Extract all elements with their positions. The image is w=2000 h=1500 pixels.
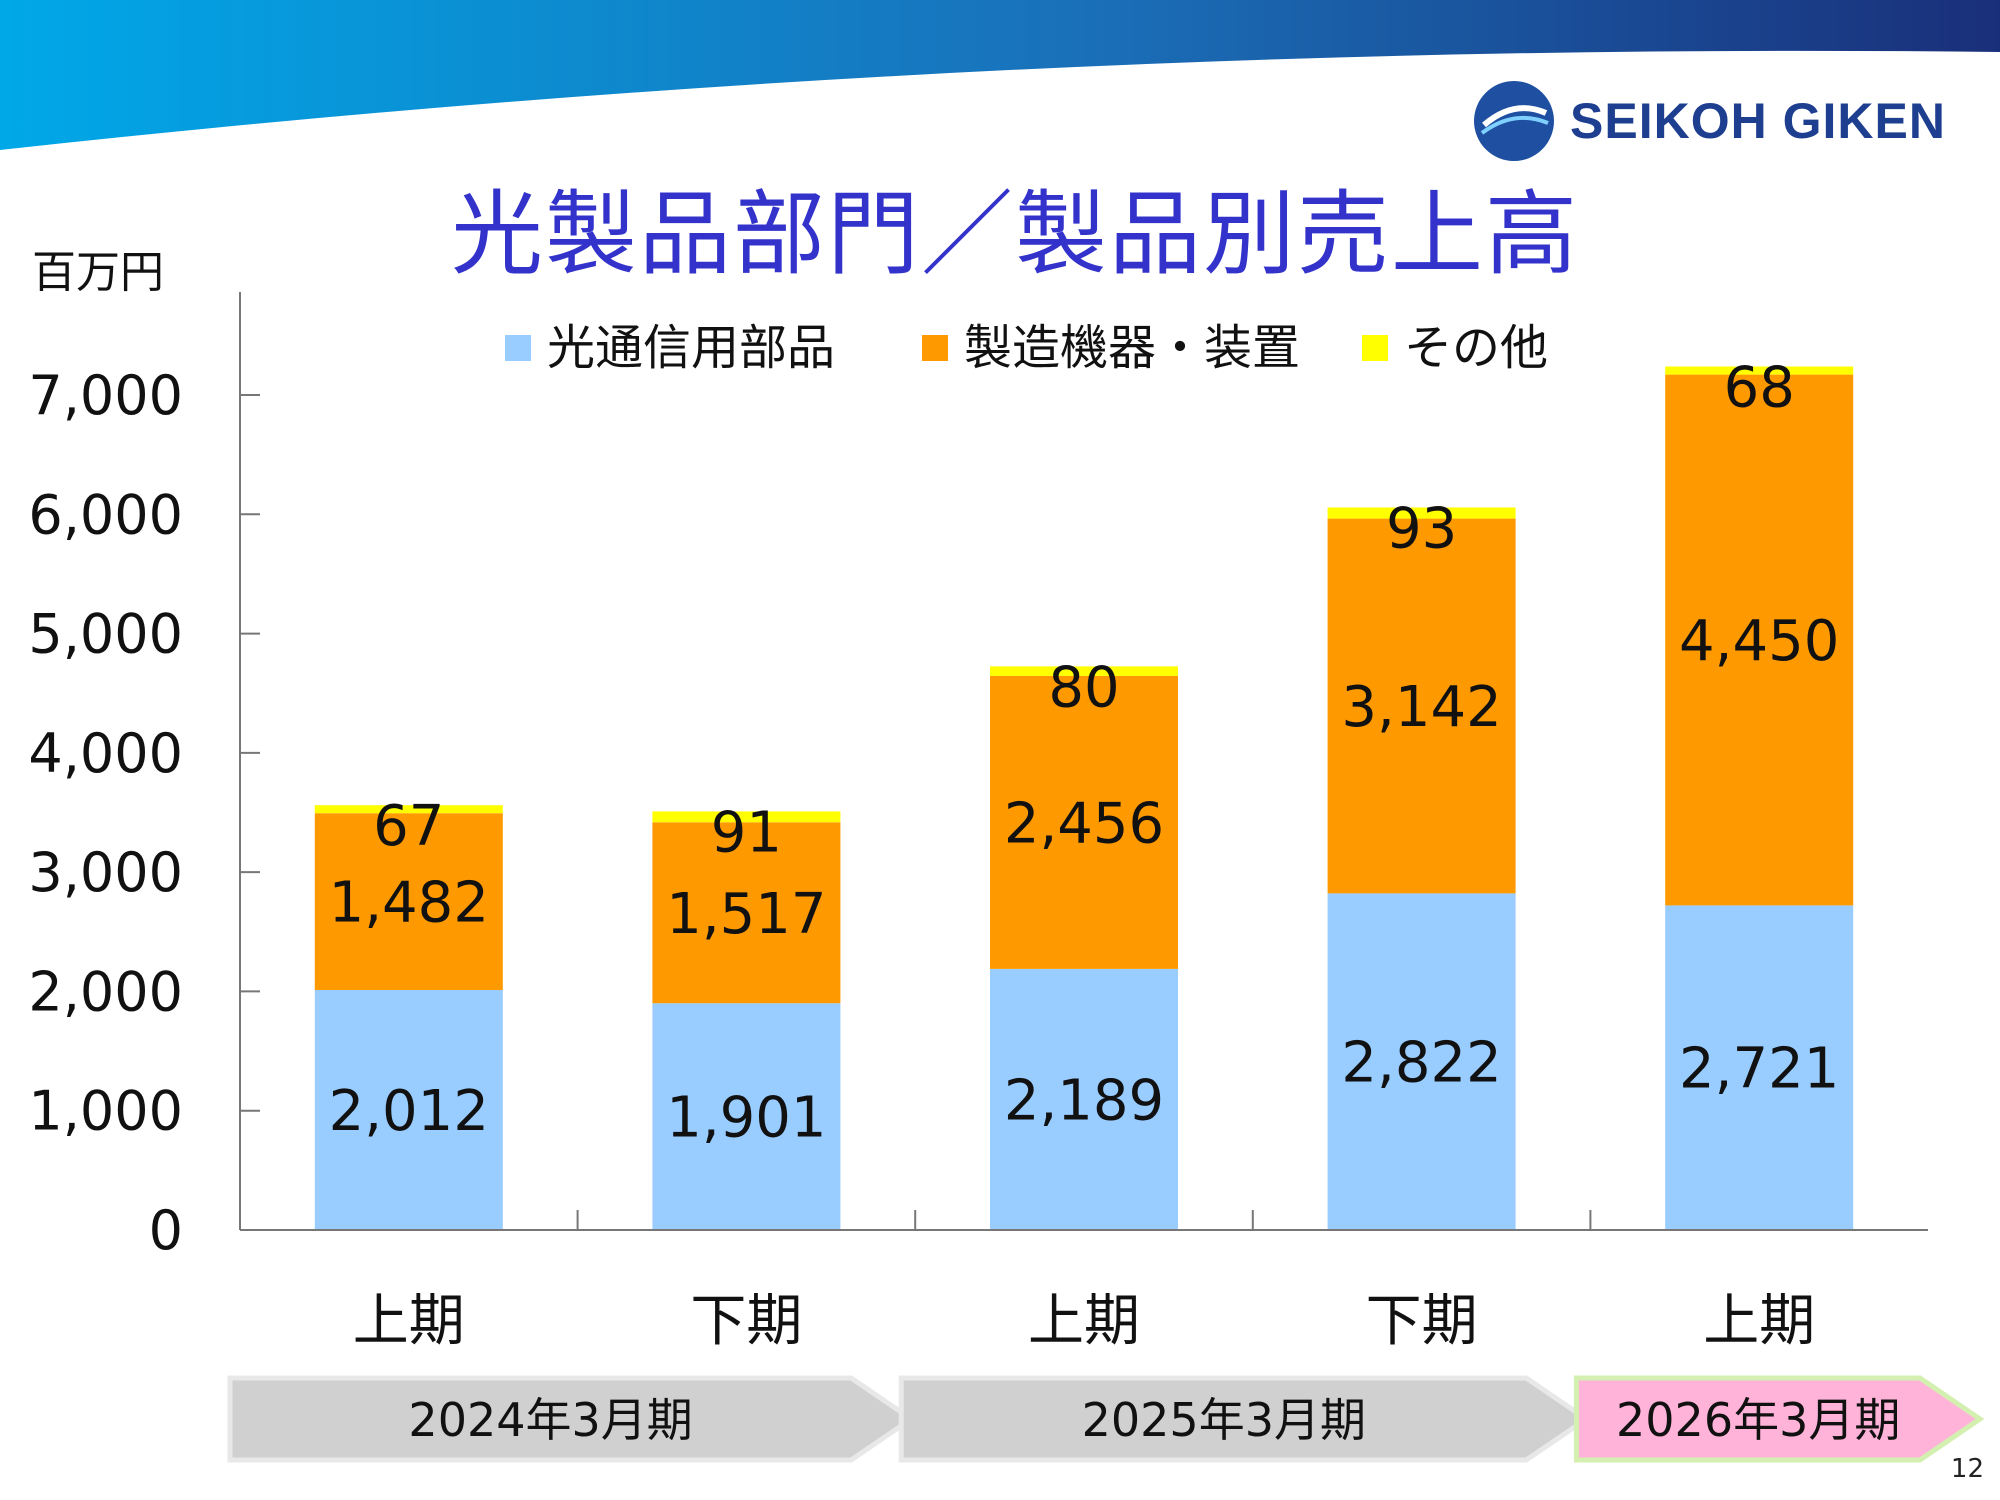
y-tick-label: 3,000 xyxy=(28,841,183,904)
data-label-manufacturing-equipment: 4,450 xyxy=(1679,609,1839,674)
y-tick-label: 5,000 xyxy=(28,603,183,666)
bar-manufacturing-equipment xyxy=(990,675,1178,969)
bar-other xyxy=(990,666,1178,676)
x-category-label: 上期 xyxy=(1703,1289,1815,1354)
data-label-manufacturing-equipment: 1,517 xyxy=(666,882,826,947)
fiscal-period-label: 2026年3月期 xyxy=(1616,1393,1900,1447)
data-label-optical-components: 1,901 xyxy=(666,1086,826,1151)
x-category-label: 下期 xyxy=(690,1289,802,1354)
bar-other xyxy=(1665,366,1854,375)
legend-swatch-other xyxy=(1362,335,1388,361)
company-name: SEIKOH GIKEN xyxy=(1570,93,1946,149)
legend-label-optical-components: 光通信用部品 xyxy=(547,320,835,376)
fiscal-period-band xyxy=(1573,1375,1985,1463)
y-tick-label: 2,000 xyxy=(28,960,183,1023)
x-axis: 上期 下期 上期 下期 上期 xyxy=(240,1210,1928,1354)
bar-other xyxy=(314,805,503,814)
legend-label-other: その他 xyxy=(1404,320,1548,376)
bar-group: 2,012 1,482 67 1,901 1,517 91 2,189 2,456 80 2,82… xyxy=(314,355,1854,1230)
data-label-other: 93 xyxy=(1386,496,1457,561)
fiscal-period-band xyxy=(898,1375,1591,1463)
data-label-optical-components: 2,189 xyxy=(1004,1068,1164,1133)
fiscal-period-label: 2025年3月期 xyxy=(1082,1393,1366,1447)
data-label-optical-components: 2,721 xyxy=(1679,1037,1839,1102)
x-category-label: 上期 xyxy=(353,1289,465,1354)
y-tick-label: 1,000 xyxy=(28,1080,183,1143)
legend-label-manufacturing-equipment: 製造機器・装置 xyxy=(964,320,1300,376)
bar-optical-components xyxy=(652,1003,841,1230)
data-label-manufacturing-equipment: 3,142 xyxy=(1341,675,1501,740)
data-label-optical-components: 2,822 xyxy=(1341,1031,1501,1096)
chart-legend: 光通信用部品 製造機器・装置 その他 xyxy=(505,320,1548,376)
page-number: 12 xyxy=(1950,1454,1984,1484)
fiscal-period-bands: 2024年3月期 2025年3月期 2026年3月期 xyxy=(227,1375,1985,1463)
y-tick-label: 0 xyxy=(149,1199,183,1262)
bar-manufacturing-equipment xyxy=(652,822,841,1004)
bar-optical-components xyxy=(990,968,1178,1230)
company-brand: SEIKOH GIKEN xyxy=(1472,76,1946,166)
legend-swatch-optical-components xyxy=(505,335,531,361)
x-category-label: 下期 xyxy=(1366,1289,1478,1354)
bar-optical-components xyxy=(314,989,503,1230)
fiscal-period-label: 2024年3月期 xyxy=(408,1393,692,1447)
data-label-other: 67 xyxy=(373,794,444,859)
bar-other xyxy=(1327,507,1516,519)
data-label-other: 91 xyxy=(711,800,782,865)
data-label-other: 80 xyxy=(1048,655,1119,720)
data-label-manufacturing-equipment: 2,456 xyxy=(1004,791,1164,856)
bar-optical-components xyxy=(1327,893,1516,1230)
page-title: 光製品部門／製品別売上高 xyxy=(450,181,1579,288)
header-band xyxy=(0,0,2000,150)
data-label-optical-components: 2,012 xyxy=(329,1079,489,1144)
y-axis: 0 1,000 2,000 3,000 4,000 5,000 6,000 7,000 xyxy=(28,292,260,1262)
fiscal-period-band xyxy=(227,1375,916,1463)
x-category-label: 上期 xyxy=(1028,1289,1140,1354)
legend-swatch-manufacturing-equipment xyxy=(922,335,948,361)
y-tick-label: 6,000 xyxy=(28,483,183,546)
y-tick-label: 7,000 xyxy=(28,364,183,427)
y-tick-label: 4,000 xyxy=(28,722,183,785)
bar-manufacturing-equipment xyxy=(1327,518,1516,894)
y-axis-unit: 百万円 xyxy=(32,247,164,298)
bar-other xyxy=(652,811,841,823)
bar-optical-components xyxy=(1665,905,1854,1230)
company-logo-icon xyxy=(1474,81,1554,161)
bar-manufacturing-equipment xyxy=(314,813,503,990)
data-label-manufacturing-equipment: 1,482 xyxy=(329,871,489,936)
bar-manufacturing-equipment xyxy=(1665,374,1854,906)
data-label-other: 68 xyxy=(1724,355,1795,420)
